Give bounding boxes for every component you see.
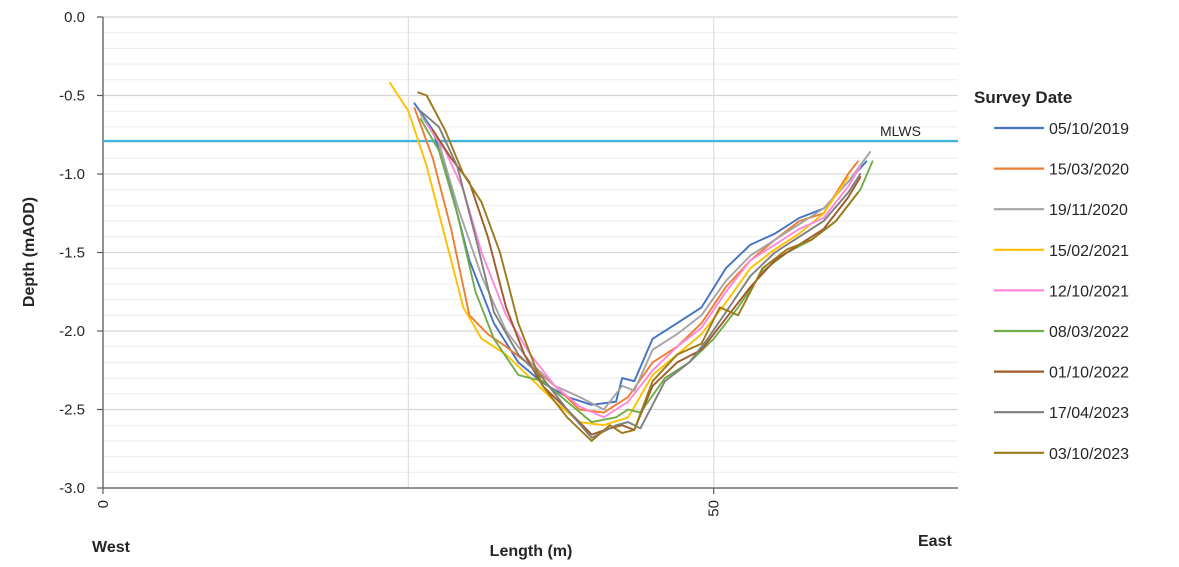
y-tick-label: -0.5 (59, 88, 85, 105)
y-tick-label: -3.0 (59, 480, 85, 497)
legend-label: 05/10/2019 (1049, 121, 1129, 138)
y-tick-label: -1.5 (59, 245, 85, 262)
x-tick-label: 0 (95, 500, 112, 508)
legend-label: 01/10/2022 (1049, 365, 1129, 382)
series-line-6 (419, 118, 874, 424)
axes: 0.0 -0.5 -1.0 -1.5 -2.0 -2.5 -3.0 0 50 (59, 9, 958, 517)
series-group (389, 81, 874, 442)
legend: Survey Date 05/10/2019 15/03/2020 19/11/202… (974, 88, 1129, 463)
x-tick-label: 50 (706, 500, 723, 517)
y-tick-label: 0.0 (64, 9, 85, 26)
x-axis-title: Length (m) (490, 543, 573, 560)
y-tick-label: -1.0 (59, 166, 85, 183)
legend-label: 17/04/2023 (1049, 405, 1129, 422)
series-line-1 (413, 102, 868, 406)
legend-label: 15/03/2020 (1049, 162, 1129, 179)
legend-title: Survey Date (974, 88, 1072, 107)
x-end-label-west: West (92, 539, 131, 556)
legend-label: 15/02/2021 (1049, 243, 1129, 260)
y-tick-label: -2.0 (59, 323, 85, 340)
legend-label: 08/03/2022 (1049, 324, 1129, 341)
y-axis-title: Depth (mAOD) (21, 197, 38, 307)
x-end-label-east: East (918, 533, 952, 550)
legend-label: 03/10/2023 (1049, 446, 1129, 463)
series-line-9 (417, 91, 859, 442)
mlws-label: MLWS (880, 123, 921, 139)
legend-label: 12/10/2021 (1049, 283, 1129, 300)
reference-line-group: MLWS (103, 123, 958, 143)
series-line-2 (413, 107, 859, 414)
series-line-7 (431, 129, 862, 436)
y-tick-label: -2.5 (59, 402, 85, 419)
series-line-8 (419, 110, 862, 439)
legend-label: 19/11/2020 (1049, 202, 1128, 219)
series-line-5 (425, 122, 862, 419)
series-line-4 (389, 81, 850, 427)
grid (103, 16, 958, 489)
